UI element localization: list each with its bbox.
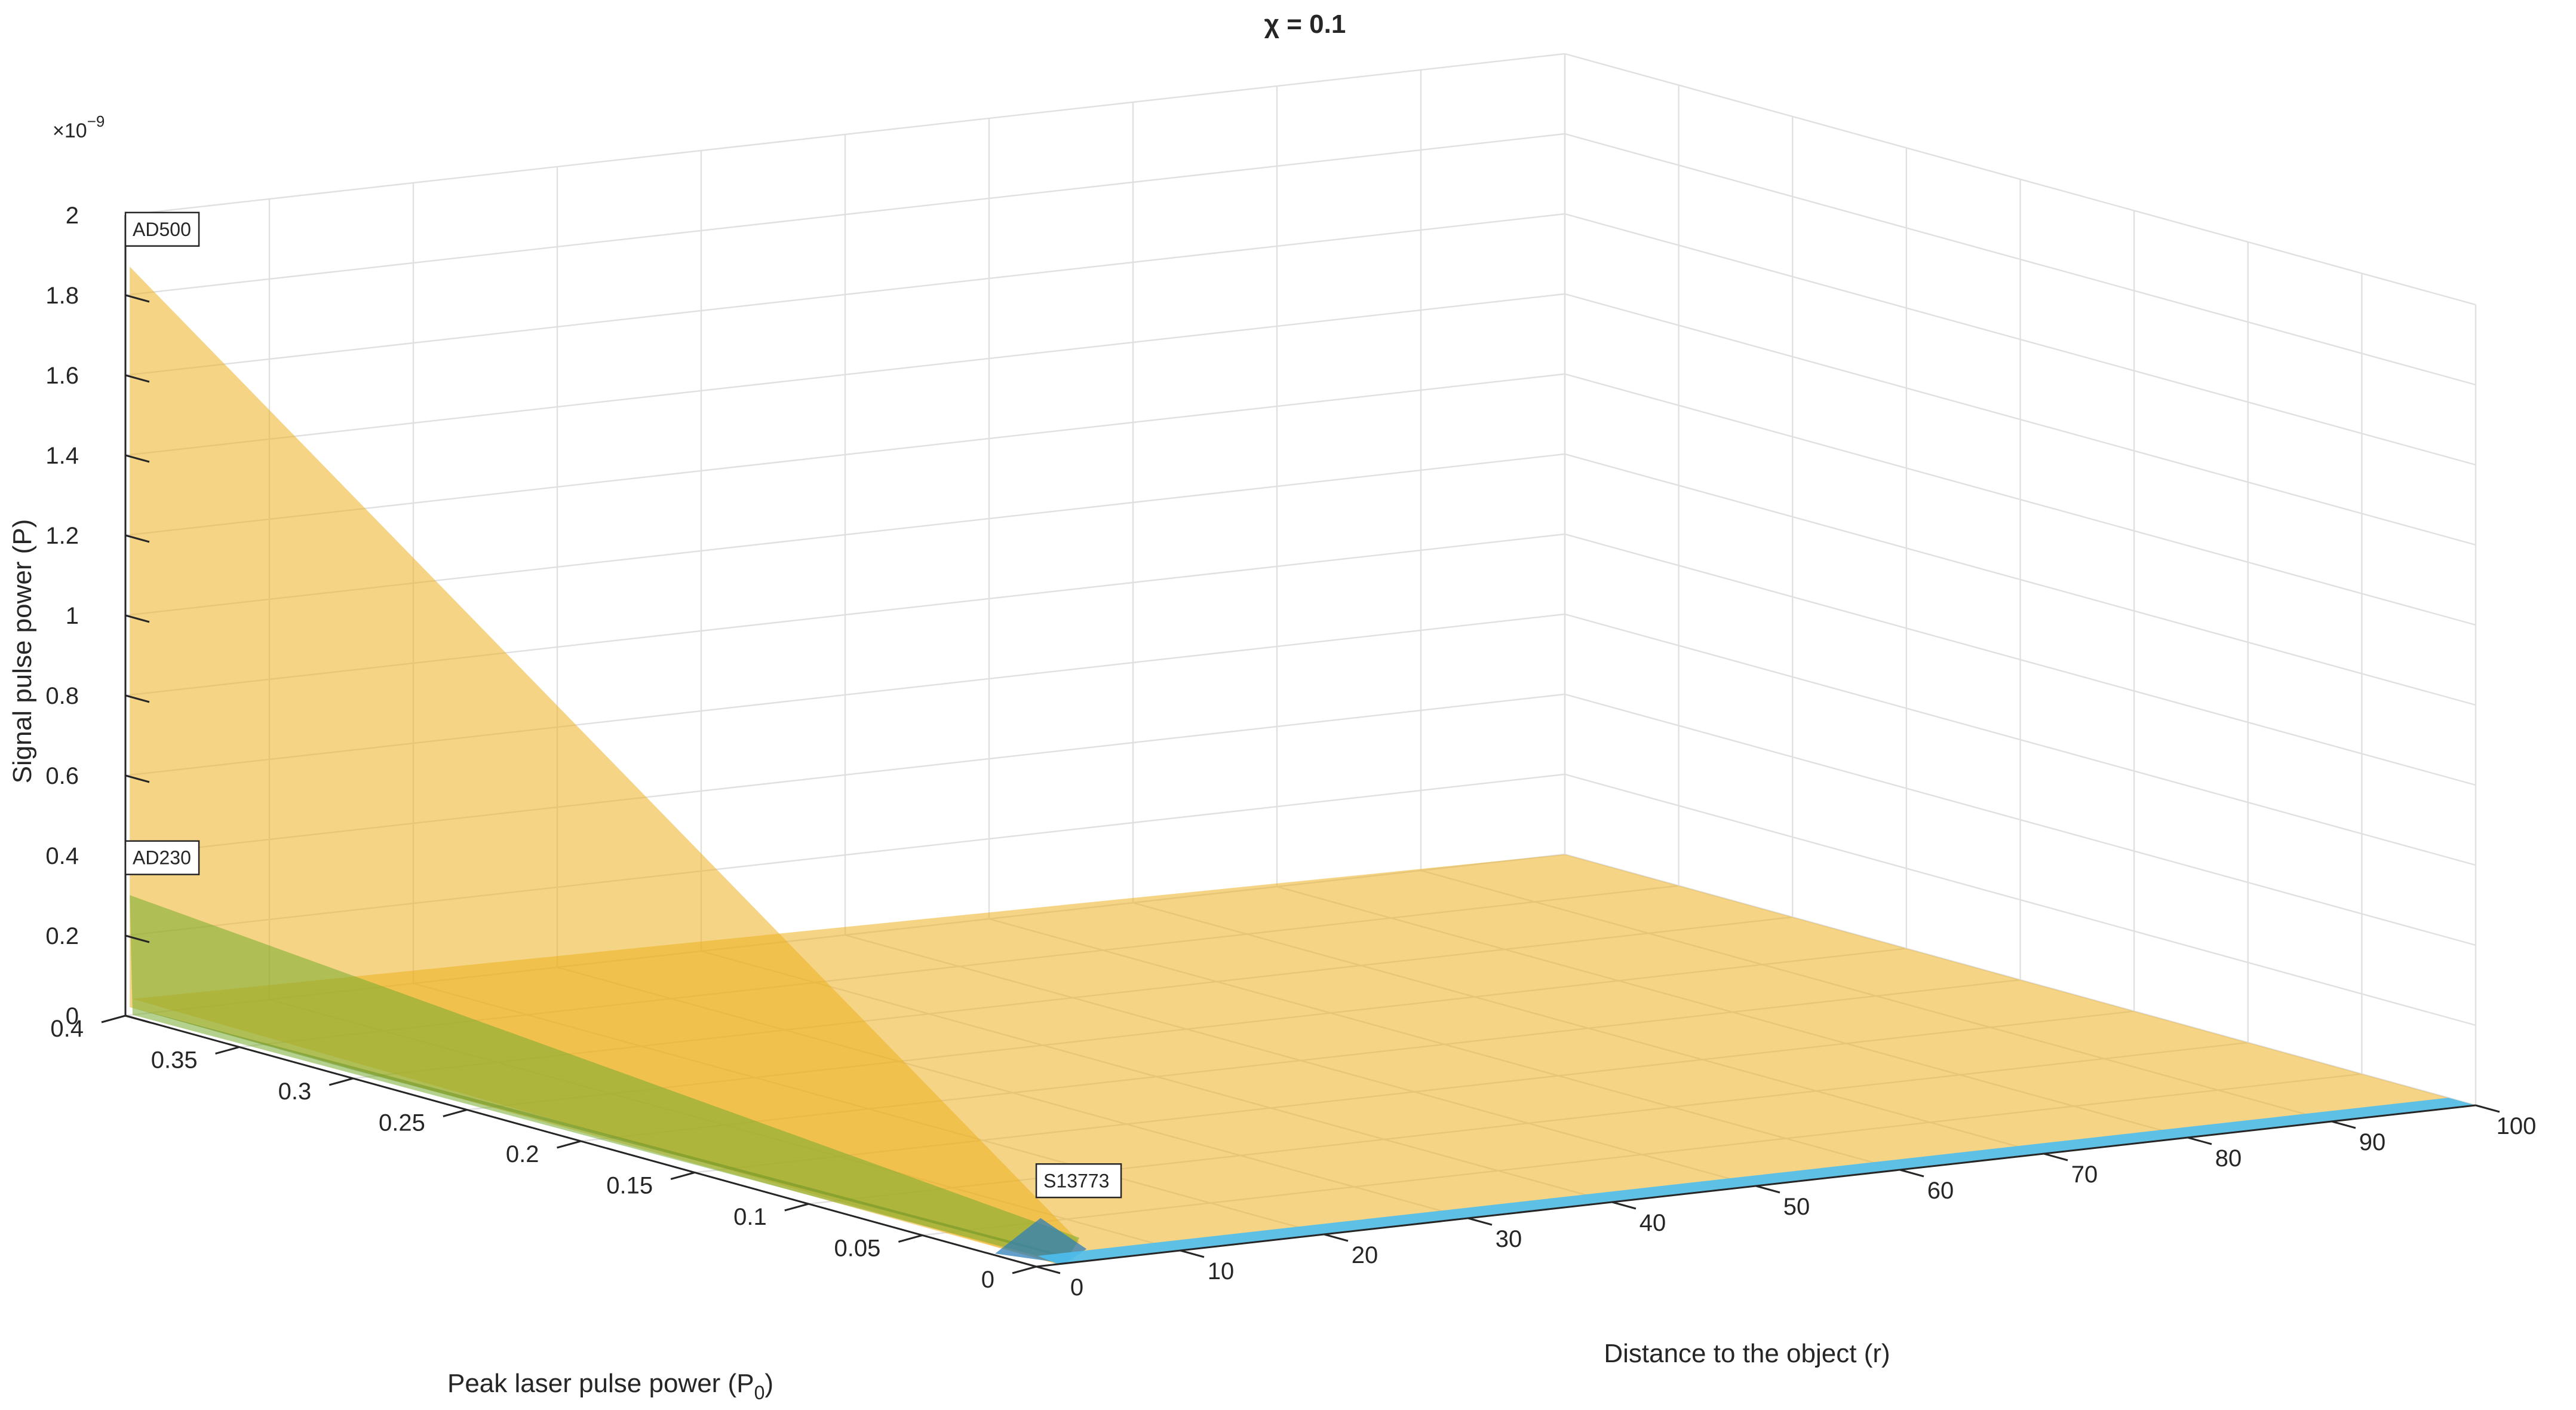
x-tick-label: 30 bbox=[1496, 1226, 1522, 1252]
datatip-box-2 bbox=[1035, 1163, 1122, 1198]
x-tick-label: 40 bbox=[1639, 1210, 1666, 1236]
y-tick-mark bbox=[898, 1234, 923, 1243]
surface-ad230-fold bbox=[130, 1007, 1080, 1262]
z-tick-label: 0 bbox=[66, 1003, 79, 1029]
grid-line-side-z bbox=[1564, 53, 2476, 306]
y-tick-label: 0.25 bbox=[379, 1110, 425, 1136]
z-tick-mark bbox=[125, 614, 150, 623]
z-tick-label: 1.8 bbox=[45, 283, 79, 309]
y-tick-label: 0.2 bbox=[506, 1141, 539, 1167]
z-tick-label: 1.6 bbox=[45, 363, 79, 389]
x-tick-mark bbox=[2187, 1136, 2212, 1145]
grid-line-side-z bbox=[1564, 213, 2476, 466]
x-tick-mark bbox=[1899, 1169, 1924, 1178]
x-tick-label: 50 bbox=[1783, 1194, 1810, 1220]
grid-line-back-z bbox=[125, 373, 1565, 537]
z-exponent-label: ×10−9 bbox=[53, 112, 105, 142]
x-tick-label: 10 bbox=[1208, 1258, 1235, 1285]
grid-line-side-z bbox=[1564, 773, 2476, 1026]
z-exponent: −9 bbox=[87, 112, 105, 130]
y-tick-mark bbox=[784, 1203, 809, 1212]
x-tick-mark bbox=[2043, 1152, 2068, 1161]
y-tick-label: 0.4 bbox=[50, 1016, 84, 1042]
z-tick-mark bbox=[125, 534, 150, 543]
y-axis-label-main: Peak laser pulse power (P bbox=[447, 1369, 754, 1398]
y-tick-mark bbox=[1012, 1265, 1037, 1274]
grid-line-side-z bbox=[1564, 133, 2476, 386]
y-tick-label: 0 bbox=[981, 1267, 994, 1293]
grid-line-side-z bbox=[1564, 293, 2476, 546]
grid-line-back-z bbox=[125, 293, 1565, 456]
x-tick-mark bbox=[1324, 1233, 1349, 1242]
y-tick-label: 0.1 bbox=[733, 1204, 767, 1230]
x-tick-label: 20 bbox=[1352, 1242, 1378, 1268]
y-tick-mark bbox=[670, 1172, 695, 1180]
surface-ad230-peak bbox=[130, 895, 1080, 1264]
z-tick-label: 1 bbox=[66, 603, 79, 629]
y-tick-mark bbox=[328, 1077, 354, 1086]
z-tick-label: 2 bbox=[66, 203, 79, 229]
z-tick-mark bbox=[125, 934, 150, 943]
y-tick-mark bbox=[215, 1046, 240, 1055]
z-tick-label: 0.2 bbox=[45, 923, 79, 949]
datatip-box-0 bbox=[124, 212, 200, 247]
x-tick-label: 100 bbox=[2497, 1113, 2537, 1139]
datatip-label-1: AD230 bbox=[133, 847, 191, 869]
chart-title: χ = 0.1 bbox=[1264, 10, 1346, 39]
y-tick-label: 0.15 bbox=[606, 1173, 653, 1199]
y-tick-label: 0.35 bbox=[151, 1047, 198, 1074]
z-tick-label: 1.4 bbox=[45, 443, 79, 469]
y-axis-label: Peak laser pulse power (P0) bbox=[447, 1369, 773, 1403]
surface-s13773-floor bbox=[1037, 1098, 2476, 1264]
z-tick-mark bbox=[125, 1014, 150, 1023]
x-tick-label: 90 bbox=[2359, 1129, 2386, 1155]
datatip-box-1 bbox=[124, 840, 200, 875]
x-axis-label: Distance to the object (r) bbox=[1604, 1339, 1890, 1368]
y-axis-label-close: ) bbox=[764, 1369, 773, 1398]
x-tick-label: 70 bbox=[2071, 1161, 2098, 1188]
y-tick-label: 0.05 bbox=[834, 1236, 881, 1262]
grid-line-side-z bbox=[1564, 373, 2476, 626]
x-tick-label: 80 bbox=[2215, 1145, 2242, 1172]
datatip-label-2: S13773 bbox=[1043, 1170, 1109, 1191]
x-tick-mark bbox=[1036, 1265, 1061, 1274]
x-tick-mark bbox=[1611, 1201, 1637, 1210]
z-tick-label: 0.4 bbox=[45, 843, 79, 869]
z-tick-mark bbox=[125, 454, 150, 463]
x-tick-label: 0 bbox=[1070, 1274, 1083, 1301]
grid-line-side-z bbox=[1564, 613, 2476, 866]
x-tick-mark bbox=[2475, 1104, 2500, 1113]
y-tick-label: 0.3 bbox=[278, 1078, 312, 1105]
y-tick-mark bbox=[101, 1014, 126, 1023]
z-tick-mark bbox=[125, 774, 150, 783]
x-tick-mark bbox=[2331, 1120, 2356, 1129]
datatip-callouts: AD500 AD230 S13773 bbox=[124, 212, 1122, 1198]
surface-s13773-peak bbox=[995, 1218, 1087, 1264]
grid-line-back-z bbox=[125, 133, 1565, 296]
z-multiplier: ×10 bbox=[53, 119, 87, 142]
x-tick-mark bbox=[1755, 1185, 1780, 1194]
y-axis-label-sub: 0 bbox=[754, 1382, 765, 1403]
grid-line-back-z bbox=[125, 53, 1565, 216]
z-tick-label: 0.6 bbox=[45, 763, 79, 789]
datatip-label-0: AD500 bbox=[133, 219, 191, 240]
y-tick-mark bbox=[443, 1109, 468, 1117]
surface-plots bbox=[130, 266, 2476, 1264]
z-tick-mark bbox=[125, 694, 150, 703]
y-tick-mark bbox=[557, 1140, 581, 1149]
x-tick-mark bbox=[1180, 1249, 1205, 1258]
z-tick-label: 1.2 bbox=[45, 523, 79, 549]
grid-line-side-z bbox=[1564, 693, 2476, 946]
z-tick-mark bbox=[125, 374, 150, 383]
grid-line-side-z bbox=[1564, 453, 2476, 706]
tick-labels: 010203040506070809010000.050.10.150.20.2… bbox=[45, 203, 2536, 1301]
z-axis-label: Signal pulse power (P) bbox=[8, 519, 37, 784]
z-tick-label: 0.8 bbox=[45, 683, 79, 709]
x-tick-label: 60 bbox=[1927, 1178, 1954, 1204]
x-tick-mark bbox=[1467, 1217, 1493, 1226]
grid-line-side-z bbox=[1564, 533, 2476, 786]
grid-line-back-z bbox=[125, 213, 1565, 376]
z-tick-mark bbox=[125, 294, 150, 303]
